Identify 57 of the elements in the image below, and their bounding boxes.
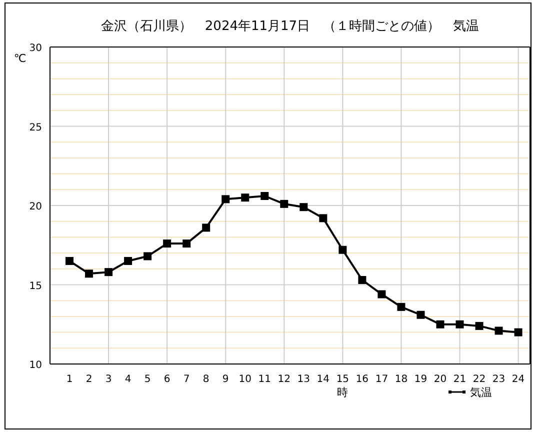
x-tick-label: 22 — [472, 374, 486, 385]
x-tick-label: 7 — [183, 374, 190, 385]
x-tick-label: 20 — [434, 374, 447, 385]
x-tick-label: 14 — [316, 374, 330, 385]
point — [280, 200, 288, 208]
point — [66, 256, 74, 265]
y-tick-label: 20 — [29, 202, 42, 212]
x-tick-label: 9 — [222, 374, 229, 385]
point — [338, 246, 347, 254]
point — [436, 320, 444, 328]
point — [182, 240, 191, 248]
point — [494, 326, 503, 335]
x-axis-title: 時 — [337, 386, 348, 399]
x-tick-label: 12 — [278, 374, 291, 385]
point — [144, 252, 152, 260]
point — [124, 256, 132, 265]
x-tick-label: 6 — [164, 374, 170, 385]
point — [241, 194, 250, 202]
point — [300, 203, 308, 212]
point — [397, 302, 406, 311]
x-tick-label: 21 — [453, 374, 466, 385]
y-axis-title: ℃ — [14, 52, 26, 65]
chart-title: 金沢（石川県） 2024年11月17日 （１時間ごとの値） 気温 — [100, 19, 480, 34]
y-tick-label: 30 — [29, 43, 42, 54]
point — [260, 192, 269, 200]
x-tick-label: 10 — [238, 374, 252, 385]
y-tick-label: 25 — [29, 122, 42, 134]
x-tick-label: 17 — [375, 374, 388, 385]
point — [319, 214, 328, 222]
x-tick-label: 11 — [258, 374, 271, 385]
x-tick-label: 2 — [86, 374, 92, 385]
point — [202, 224, 210, 232]
point — [416, 310, 425, 319]
x-tick-label: 24 — [512, 374, 525, 385]
point — [163, 240, 172, 248]
x-tick-label: 23 — [492, 374, 506, 385]
point — [358, 276, 366, 284]
x-tick-label: 16 — [356, 374, 369, 385]
x-tick-label: 5 — [144, 374, 151, 385]
x-tick-label: 3 — [105, 374, 112, 385]
x-tick-label: 18 — [394, 374, 408, 385]
legend-label: 気温 — [470, 386, 492, 399]
x-tick-label: 19 — [414, 374, 428, 385]
x-tick-label: 1 — [66, 374, 73, 385]
x-tick-label: 15 — [336, 374, 350, 385]
y-tick-label: 15 — [29, 280, 42, 292]
point — [475, 322, 484, 330]
x-tick-label: 4 — [124, 374, 132, 385]
y-tick-label: 10 — [29, 360, 42, 371]
point — [222, 195, 230, 204]
point — [104, 268, 113, 276]
x-tick-label: 13 — [297, 374, 310, 385]
x-tick-label: 8 — [202, 374, 210, 385]
point — [514, 328, 522, 336]
point — [85, 270, 94, 278]
point — [378, 290, 386, 298]
point — [456, 320, 464, 328]
